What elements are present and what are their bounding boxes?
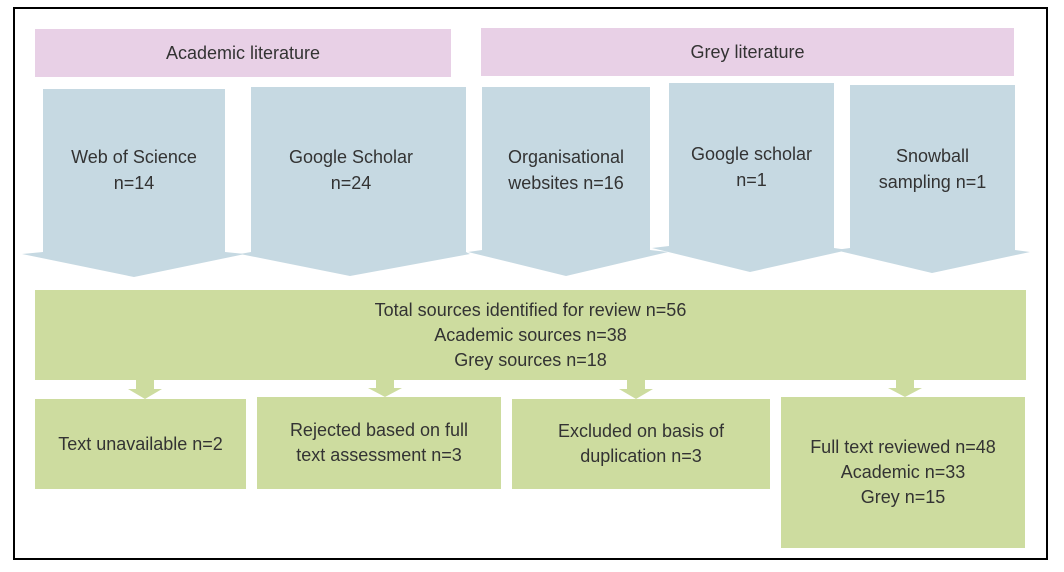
source-name: Web of Science xyxy=(71,147,197,167)
header-label: Grey literature xyxy=(690,41,805,62)
outcome-line: Grey n=15 xyxy=(860,487,946,507)
outcome-line: duplication n=3 xyxy=(580,446,702,466)
down-arrow-1 xyxy=(128,379,162,399)
source-organisational-websites: Organisational websites n=16 xyxy=(482,140,650,200)
source-count: n=1 xyxy=(736,170,767,190)
source-arrow-snowball xyxy=(835,85,1030,273)
source-google-scholar-grey: Google scholar n=1 xyxy=(669,137,834,197)
down-arrow-4 xyxy=(888,379,922,397)
down-arrow-2 xyxy=(368,379,402,397)
header-grey-literature: Grey literature xyxy=(481,28,1014,76)
outcome-text-unavailable: Text unavailable n=2 xyxy=(35,399,246,489)
source-google-scholar: Google Scholar n=24 xyxy=(251,140,451,200)
source-snowball-sampling: Snowball sampling n=1 xyxy=(850,139,1015,199)
outcome-line: text assessment n=3 xyxy=(296,445,462,465)
outcome-line: Excluded on basis of xyxy=(557,421,725,441)
source-web-of-science: Web of Science n=14 xyxy=(43,140,225,200)
source-arrow-google-scholar-grey xyxy=(652,83,848,272)
source-name: Organisational xyxy=(507,147,625,167)
outcome-full-text-reviewed: Full text reviewed n=48 Academic n=33 Grey… xyxy=(781,397,1025,548)
source-count: n=14 xyxy=(113,173,155,193)
total-line: Total sources identified for review n=56 xyxy=(374,299,687,320)
outcome-line: Text unavailable n=2 xyxy=(58,433,223,454)
outcome-rejected: Rejected based on full text assessment n=… xyxy=(257,397,501,489)
diagram-border xyxy=(13,7,1048,560)
source-name: Google Scholar xyxy=(288,147,414,167)
source-arrow-google-scholar xyxy=(240,87,470,276)
outcome-line: Full text reviewed n=48 xyxy=(810,437,996,457)
outcome-line: Academic n=33 xyxy=(840,462,966,482)
source-name: Snowball xyxy=(895,146,970,166)
source-name: Google scholar xyxy=(690,144,813,164)
source-arrow-organisational xyxy=(468,87,668,276)
source-count: sampling n=1 xyxy=(878,172,987,192)
source-count: n=24 xyxy=(330,173,372,193)
down-arrow-3 xyxy=(619,379,653,399)
outcome-line: Rejected based on full xyxy=(289,420,469,440)
outcome-excluded-duplication: Excluded on basis of duplication n=3 xyxy=(512,399,770,489)
academic-line: Academic sources n=38 xyxy=(434,324,627,345)
header-academic-literature: Academic literature xyxy=(35,29,451,77)
source-count: websites n=16 xyxy=(508,173,624,193)
source-arrow-web-of-science xyxy=(22,89,245,277)
total-sources-box: Total sources identified for review n=56… xyxy=(35,290,1026,380)
header-label: Academic literature xyxy=(165,42,321,63)
grey-line: Grey sources n=18 xyxy=(454,349,607,370)
